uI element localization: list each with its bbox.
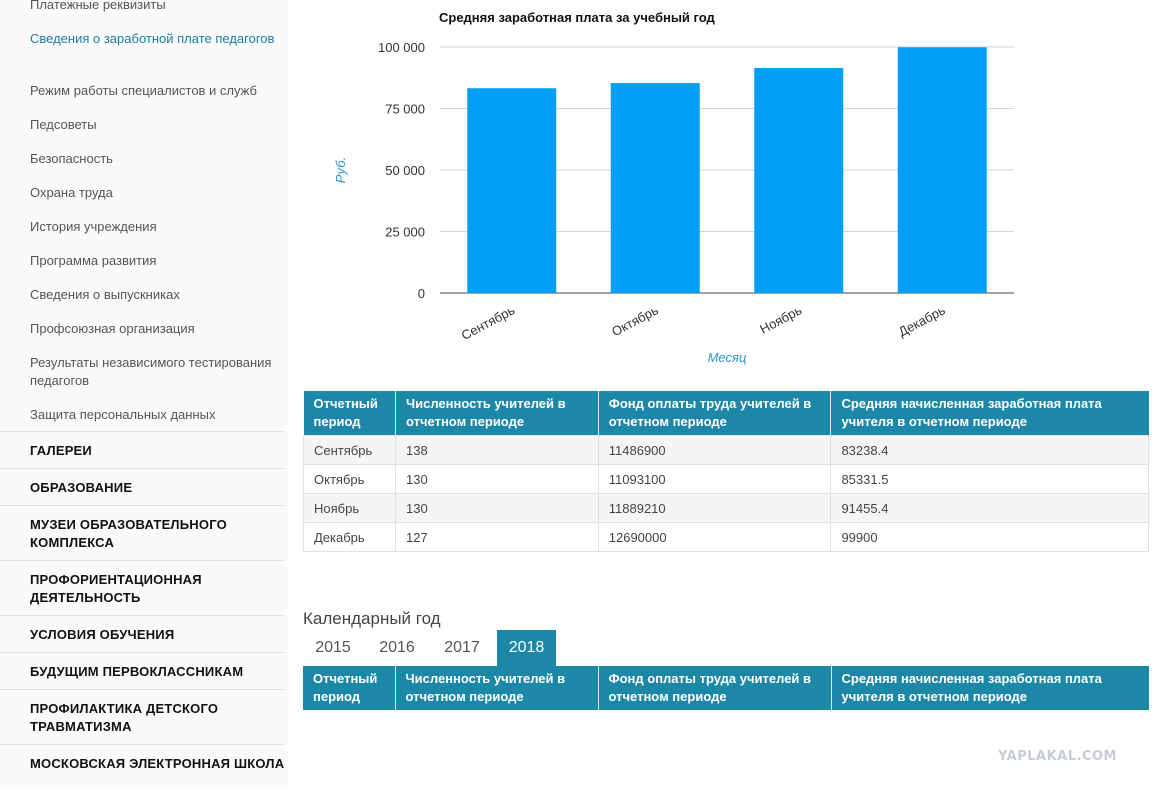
table-row: Октябрь 130 11093100 85331.5 (303, 464, 1149, 494)
year-tab-2016[interactable]: 2016 (379, 639, 415, 656)
sidebar-section-label: ПРОФИЛАКТИКА ДЕТСКОГО ТРАВМАТИЗМА (30, 701, 219, 734)
sidebar-item-teacher-salary[interactable]: Сведения о заработной плате педагогов (30, 31, 275, 46)
table-row: Ноябрь 130 11889210 91455.4 (303, 493, 1149, 523)
y-axis-label: Руб. (333, 157, 348, 183)
sidebar-section-label: ПРОФОРИЕНТАЦИОННАЯ ДЕЯТЕЛЬНОСТЬ (30, 572, 202, 605)
bar[interactable] (754, 68, 844, 293)
sidebar-section-label: МУЗЕИ ОБРАЗОВАТЕЛЬНОГО КОМПЛЕКСА (30, 517, 227, 550)
cell-teacher-count: 138 (394, 435, 599, 465)
cell-payroll-fund: 11486900 (597, 435, 832, 465)
table-header-row: Отчетный период Численность учителей в о… (303, 391, 1149, 436)
sidebar-section-museums[interactable]: МУЗЕИ ОБРАЗОВАТЕЛЬНОГО КОМПЛЕКСА (0, 505, 285, 561)
col-header-avg-salary: Средняя начисленная заработная плата учи… (830, 391, 1149, 436)
sidebar-item-graduates[interactable]: Сведения о выпускниках (30, 287, 180, 302)
sidebar-item-payment-details[interactable]: Платежные реквизиты (30, 0, 166, 12)
year-tab-2015[interactable]: 2015 (315, 639, 351, 656)
x-tick-label: Декабрь (896, 302, 948, 339)
sidebar-item-security[interactable]: Безопасность (30, 151, 113, 166)
sidebar-section-career-guidance[interactable]: ПРОФОРИЕНТАЦИОННАЯ ДЕЯТЕЛЬНОСТЬ (0, 560, 285, 616)
x-axis-label: Месяц (708, 350, 747, 365)
y-tick-label: 25 000 (385, 225, 425, 240)
col-header-period: Отчетный период (303, 391, 396, 436)
cell-teacher-count: 130 (394, 493, 599, 523)
sidebar-section-label: ГАЛЕРЕИ (30, 443, 92, 458)
sidebar-item-labor-protection[interactable]: Охрана труда (30, 185, 113, 200)
sidebar-item-pedsovety[interactable]: Педсоветы (30, 117, 97, 132)
col-header-period: Отчетный период (303, 666, 396, 710)
calendar-year-salary-table: Отчетный период Численность учителей в о… (303, 666, 1149, 710)
sidebar-section-label: БУДУЩИМ ПЕРВОКЛАССНИКАМ (30, 664, 244, 679)
sidebar: Платежные реквизиты Сведения о заработно… (0, 0, 288, 787)
cell-avg-salary: 91455.4 (830, 493, 1149, 523)
sidebar-section-injury-prevention[interactable]: ПРОФИЛАКТИКА ДЕТСКОГО ТРАВМАТИЗМА (0, 689, 285, 745)
sidebar-item-work-schedule[interactable]: Режим работы специалистов и служб (30, 83, 257, 98)
col-header-teacher-count: Численность учителей в отчетном периоде (395, 391, 599, 436)
watermark-logo: YAPLAKAL.COM (998, 749, 1117, 764)
col-header-teacher-count: Численность учителей в отчетном периоде (395, 666, 599, 710)
cell-period: Декабрь (303, 522, 396, 552)
calendar-year-title: Календарный год (303, 609, 441, 628)
salary-chart: Средняя заработная плата за учебный год … (333, 10, 1014, 365)
cell-payroll-fund: 12690000 (597, 522, 832, 552)
x-tick-label: Ноябрь (757, 302, 804, 337)
sidebar-item-trade-union[interactable]: Профсоюзная организация (30, 321, 195, 336)
table-header-row: Отчетный период Численность учителей в о… (303, 666, 1149, 710)
sidebar-section-future-first-graders[interactable]: БУДУЩИМ ПЕРВОКЛАССНИКАМ (0, 652, 285, 690)
chart-title: Средняя заработная плата за учебный год (439, 10, 716, 25)
sidebar-item-history[interactable]: История учреждения (30, 219, 157, 234)
x-axis-ticks: Сентябрь Октябрь Ноябрь Декабрь (459, 302, 948, 343)
cell-avg-salary: 83238.4 (830, 435, 1149, 465)
x-tick-label: Сентябрь (459, 302, 518, 343)
bar[interactable] (897, 47, 987, 293)
cell-avg-salary: 99900 (830, 522, 1149, 552)
sidebar-section-label: ОБРАЗОВАНИЕ (30, 480, 133, 495)
sidebar-section-label: УСЛОВИЯ ОБУЧЕНИЯ (30, 627, 175, 642)
x-tick-label: Октябрь (609, 302, 661, 339)
sidebar-section-label: МОСКОВСКАЯ ЭЛЕКТРОННАЯ ШКОЛА (30, 756, 285, 771)
col-header-avg-salary: Средняя начисленная заработная плата учи… (831, 666, 1149, 710)
cell-teacher-count: 130 (394, 464, 599, 494)
cell-period: Октябрь (303, 464, 396, 494)
academic-year-salary-table: Отчетный период Численность учителей в о… (303, 391, 1149, 552)
cell-payroll-fund: 11889210 (597, 493, 832, 523)
sidebar-item-testing-results[interactable]: Результаты независимого тестирования пед… (30, 355, 272, 388)
col-header-payroll-fund: Фонд оплаты труда учителей в отчетном пе… (598, 666, 832, 710)
sidebar-item-development-program[interactable]: Программа развития (30, 253, 157, 268)
sidebar-section-education[interactable]: ОБРАЗОВАНИЕ (0, 468, 285, 506)
sidebar-item-personal-data[interactable]: Защита персональных данных (30, 407, 216, 422)
y-tick-label: 0 (418, 286, 425, 301)
bar[interactable] (610, 83, 700, 294)
y-axis-ticks: 0 25 000 50 000 75 000 100 000 (378, 40, 425, 301)
year-tab-2018[interactable]: 2018 (497, 630, 556, 666)
cell-payroll-fund: 11093100 (597, 464, 832, 494)
sidebar-section-moscow-e-school[interactable]: МОСКОВСКАЯ ЭЛЕКТРОННАЯ ШКОЛА (0, 744, 285, 805)
table-row: Декабрь 127 12690000 99900 (303, 522, 1149, 552)
bar[interactable] (467, 88, 557, 293)
col-header-payroll-fund: Фонд оплаты труда учителей в отчетном пе… (598, 391, 832, 436)
cell-avg-salary: 85331.5 (830, 464, 1149, 494)
y-tick-label: 100 000 (378, 40, 425, 55)
y-tick-label: 50 000 (385, 163, 425, 178)
cell-period: Ноябрь (303, 493, 396, 523)
sidebar-section-learning-conditions[interactable]: УСЛОВИЯ ОБУЧЕНИЯ (0, 615, 285, 653)
sidebar-section-galleries[interactable]: ГАЛЕРЕИ (0, 431, 285, 469)
cell-teacher-count: 127 (394, 522, 599, 552)
chart-bars (467, 47, 987, 294)
table-row: Сентябрь 138 11486900 83238.4 (303, 435, 1149, 465)
cell-period: Сентябрь (303, 435, 396, 465)
year-tab-2017[interactable]: 2017 (444, 639, 480, 656)
y-tick-label: 75 000 (385, 102, 425, 117)
